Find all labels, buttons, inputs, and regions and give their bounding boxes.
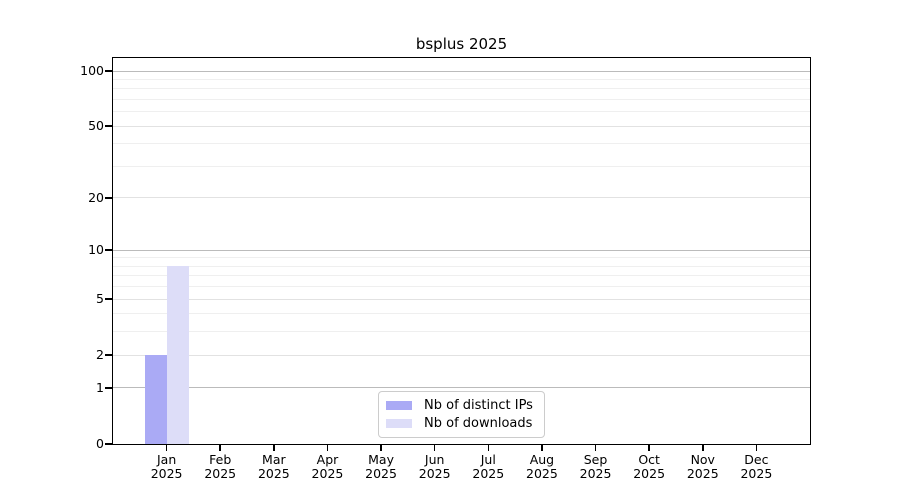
y-tick-label: 20 xyxy=(88,189,104,205)
y-grid-major xyxy=(113,354,810,356)
x-tick-label: Feb 2025 xyxy=(204,452,237,481)
y-grid-major xyxy=(113,70,810,72)
x-tick-mark xyxy=(433,445,436,451)
y-grid-minor xyxy=(113,331,810,333)
x-tick-mark xyxy=(326,445,329,451)
x-tick-label: Dec 2025 xyxy=(740,452,773,481)
x-tick-mark xyxy=(594,445,597,451)
y-grid-minor xyxy=(113,165,810,167)
y-tick-mark xyxy=(105,70,112,72)
y-tick-label: 100 xyxy=(80,63,104,78)
y-grid-minor xyxy=(113,286,810,288)
y-tick-mark xyxy=(105,354,112,356)
x-tick-label: Sep 2025 xyxy=(579,452,612,481)
legend: Nb of distinct IPs Nb of downloads xyxy=(378,391,545,438)
y-grid-major xyxy=(113,249,810,251)
x-tick-mark xyxy=(487,445,490,451)
y-tick-label: 0 xyxy=(96,436,104,451)
y-grid-minor xyxy=(113,98,810,100)
x-tick-label: Jan 2025 xyxy=(150,452,183,481)
y-grid-minor xyxy=(113,275,810,277)
y-tick-label: 2 xyxy=(96,347,104,363)
x-tick-mark xyxy=(165,445,168,451)
legend-swatch-distinct-ips xyxy=(386,400,412,410)
legend-item-distinct-ips: Nb of distinct IPs xyxy=(386,398,544,413)
y-tick-label: 50 xyxy=(88,118,104,134)
legend-label-downloads: Nb of downloads xyxy=(424,416,533,432)
legend-item-downloads: Nb of downloads xyxy=(386,416,544,431)
y-grid-minor xyxy=(113,257,810,259)
y-tick-label: 1 xyxy=(96,379,104,395)
y-tick-mark xyxy=(105,387,112,389)
y-grid-minor xyxy=(113,78,810,80)
y-tick-mark xyxy=(105,197,112,199)
y-tick-label: 5 xyxy=(96,291,104,307)
y-grid-minor xyxy=(113,111,810,113)
y-tick-mark xyxy=(105,249,112,251)
x-tick-label: Apr 2025 xyxy=(311,452,344,481)
y-grid-minor xyxy=(113,265,810,267)
y-grid-major xyxy=(113,125,810,127)
x-tick-label: Jul 2025 xyxy=(472,452,505,481)
bar-jan-distinct-ips xyxy=(144,355,167,444)
y-tick-mark xyxy=(105,125,112,127)
x-tick-label: Aug 2025 xyxy=(526,452,558,481)
y-grid-minor xyxy=(113,313,810,315)
y-tick-mark xyxy=(105,443,112,445)
y-tick-label: 10 xyxy=(88,242,104,258)
x-tick-mark xyxy=(219,445,221,451)
bar-jan-downloads xyxy=(166,266,189,444)
x-tick-label: Oct 2025 xyxy=(633,452,666,481)
legend-swatch-downloads xyxy=(386,419,412,429)
y-grid-minor xyxy=(113,143,810,145)
x-tick-mark xyxy=(273,445,275,451)
x-tick-label: Mar 2025 xyxy=(257,452,290,481)
y-grid-major xyxy=(113,298,810,300)
x-tick-label: May 2025 xyxy=(365,452,397,481)
y-grid-major xyxy=(113,387,810,389)
legend-label-distinct-ips: Nb of distinct IPs xyxy=(424,397,533,413)
chart-title: bsplus 2025 xyxy=(415,35,508,53)
x-tick-mark xyxy=(755,445,758,451)
x-tick-mark xyxy=(541,445,543,451)
x-tick-mark xyxy=(648,445,650,451)
x-tick-mark xyxy=(380,445,382,451)
x-tick-mark xyxy=(702,445,704,451)
x-tick-label: Nov 2025 xyxy=(686,452,719,481)
y-grid-minor xyxy=(113,88,810,90)
y-tick-mark xyxy=(105,298,112,300)
y-grid-major xyxy=(113,197,810,199)
x-tick-label: Jun 2025 xyxy=(418,452,451,481)
